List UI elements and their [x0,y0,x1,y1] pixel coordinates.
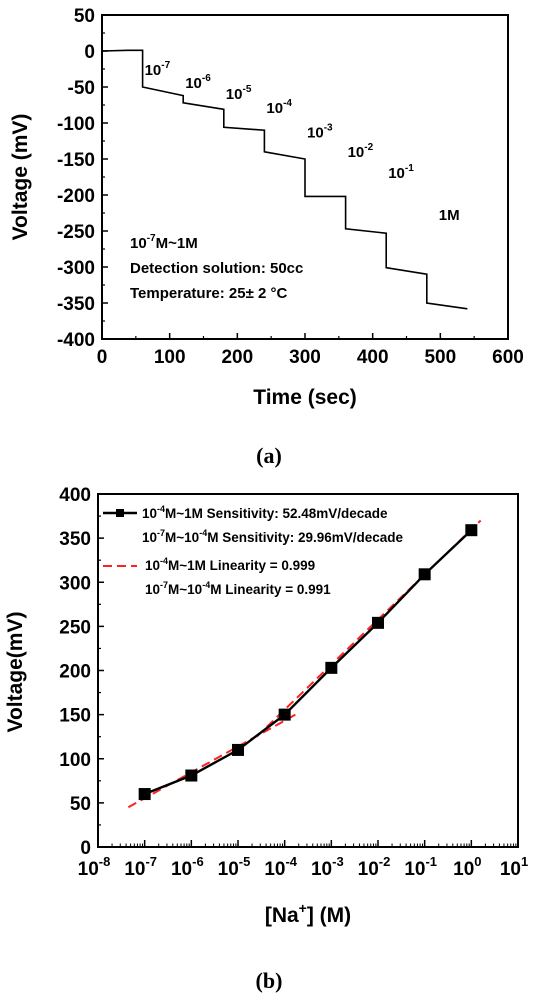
step-label: 10-3 [307,123,333,142]
x-tick-label-a: 200 [221,347,253,368]
data-point [372,616,384,629]
y-tick-label-b: 150 [59,706,91,727]
panel-caption-a: (a) [256,443,282,468]
step-label: 10-2 [348,142,374,161]
step-label: 10-6 [185,73,211,92]
legend-entry-1: 10-4M~1M Sensitivity: 52.48mV/decade [142,504,388,521]
sensitivity-series-line [144,529,473,796]
y-tick-label-b: 200 [59,662,91,683]
data-point [418,568,431,581]
legend-marker [116,509,124,517]
panel-caption-b: (b) [256,968,283,993]
x-tick-label-b: 10-4 [264,854,297,880]
y-tick-label-b: 100 [59,750,91,771]
y-tick-label-b: 0 [80,838,91,859]
y-tick-label-b: 50 [70,794,91,815]
legend-entry-4: 10-7M~10-4M Linearity = 0.991 [145,580,331,597]
legend-entry-3: 10-4M~1M Linearity = 0.999 [145,556,315,573]
data-point [138,788,151,801]
y-tick-label-b: 350 [59,529,91,550]
step-label: 10-1 [388,163,414,182]
y-tick-label-b: 300 [59,573,91,594]
y-axis-label-b: Voltage(mV) [4,612,27,733]
panel-b: 10-8 10-7 10-6 10-5 10-4 10-3 10-2 10-1 100 101 0 5… [4,485,528,993]
step-label: 10-7 [145,60,171,79]
axis-ticks-a: 0 100 200 300 400 500 600500-50-100-150-200-25… [57,6,524,368]
y-axis-label-a: Voltage (mV) [9,114,32,241]
annotation-range: 10-7M~1M [130,233,198,252]
step-label: 10-4 [266,98,292,117]
x-tick-label-b: 10-7 [124,854,157,880]
x-tick-label-b: 100 [453,854,481,880]
voltage-trace [101,49,468,310]
y-tick-label-a: 0 [84,42,95,63]
y-tick-label-a: -350 [57,294,95,315]
legend: 10-4M~1M Sensitivity: 52.48mV/decade 10-… [103,504,404,597]
y-tick-label-a: -100 [57,114,95,135]
y-tick-label-b: 400 [59,485,91,506]
step-labels: 10-7 10-6 10-5 10-4 10-3 10-2 10-1 1M [145,60,460,224]
x-axis-label-b: [Na+] (M) [265,900,351,927]
x-tick-label-a: 600 [492,347,524,368]
data-point [278,708,291,721]
data-point [465,524,478,537]
fit-line-low [127,711,300,809]
step-label: 10-5 [226,84,252,103]
annotation-solution: Detection solution: 50cc [130,260,303,277]
x-tick-label-b: 10-6 [171,854,204,880]
x-axis-label-a: Time (sec) [253,386,357,409]
y-tick-label-a: 50 [74,6,95,27]
y-tick-label-a: -200 [57,186,95,207]
y-tick-label-b: 250 [59,617,91,638]
y-tick-label-a: -50 [68,78,95,99]
data-point [185,769,198,782]
x-tick-label-b: 101 [500,854,528,880]
x-tick-label-b: 10-8 [78,854,111,880]
data-point [325,661,338,674]
data-point [232,743,244,756]
x-tick-label-a: 500 [424,347,456,368]
x-tick-label-b: 10-3 [311,854,344,880]
x-tick-label-a: 400 [357,347,389,368]
step-label: 1M [439,207,460,224]
y-tick-label-a: -250 [57,222,95,243]
x-tick-label-a: 300 [289,347,321,368]
x-tick-label-b: 10-1 [404,854,437,880]
annotation-temperature: Temperature: 25± 2 °C [130,285,288,302]
x-tick-label-a: 0 [97,347,108,368]
y-tick-label-a: -400 [57,330,95,351]
legend-entry-2: 10-7M~10-4M Sensitivity: 29.96mV/decade [142,528,404,545]
x-tick-label-b: 10-2 [358,854,391,880]
x-tick-label-b: 10-5 [218,854,251,880]
y-tick-label-a: -300 [57,258,95,279]
panel-a: 0 100 200 300 400 500 600500-50-100-150-200-25… [9,6,524,468]
x-tick-label-a: 100 [154,347,186,368]
data-points [138,524,478,801]
axis-ticks-b: 10-8 10-7 10-6 10-5 10-4 10-3 10-2 10-1 100 101 0 5… [59,485,528,880]
y-tick-label-a: -150 [57,150,95,171]
